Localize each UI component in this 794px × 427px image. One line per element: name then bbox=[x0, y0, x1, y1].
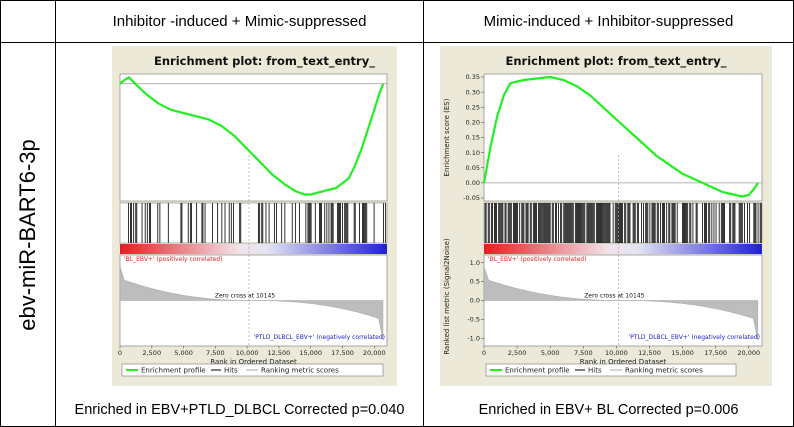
ranking-metric-area bbox=[483, 266, 759, 341]
x-tick-label: 10,000 bbox=[236, 349, 259, 357]
enrichment-plot-right-svg: Enrichment plot: from_text_entry_ 0.35 0.3… bbox=[440, 46, 772, 386]
zero-cross-label: Zero cross at 10145 bbox=[215, 293, 275, 300]
correlation-bar bbox=[120, 244, 387, 254]
enrichment-plot-left-svg: Enrichment plot: from_text_entry_ Zero cr… bbox=[112, 46, 397, 386]
enrichment-plot-left: Enrichment plot: from_text_entry_ Zero cr… bbox=[112, 46, 397, 386]
hit-lines bbox=[484, 203, 762, 243]
x-tick-label: 2,500 bbox=[142, 349, 161, 357]
row-label: ebv-miR-BART6-3p bbox=[0, 42, 55, 427]
legend-enrichment-label: Enrichment profile bbox=[141, 367, 206, 375]
es-y-tick-label: -0.05 bbox=[463, 194, 480, 202]
x-tick-label: 10,000 bbox=[605, 349, 628, 357]
x-axis-label: Rank in Ordered Dataset bbox=[580, 358, 667, 366]
x-tick-label: 0 bbox=[482, 349, 486, 357]
header-divider bbox=[0, 42, 794, 43]
ranking-metric-area bbox=[119, 266, 384, 341]
x-tick-label: 5,000 bbox=[174, 349, 193, 357]
footer-right: Enriched in EBV+ BL Corrected p=0.006 bbox=[478, 402, 739, 418]
plot-title: Enrichment plot: from_text_entry_ bbox=[154, 54, 375, 69]
x-tick-label: 12,500 bbox=[268, 349, 291, 357]
x-axis-label: Rank in Ordered Dataset bbox=[210, 358, 297, 366]
x-tick-label: 7,500 bbox=[206, 349, 225, 357]
x-tick-label: 0 bbox=[118, 349, 122, 357]
negative-correlation-label: 'PTLD_DLBCL_EBV+' (negatively correlated… bbox=[629, 334, 760, 341]
es-y-tick-label: 0.20 bbox=[466, 119, 480, 127]
es-plot-area bbox=[119, 73, 388, 202]
x-tick-label: 17,500 bbox=[704, 349, 727, 357]
x-tick-label: 7,500 bbox=[574, 349, 593, 357]
legend-hits-label: Hits bbox=[224, 367, 238, 375]
enrichment-plot-right: Enrichment plot: from_text_entry_ 0.35 0.3… bbox=[440, 46, 772, 386]
zero-cross-label: Zero cross at 10145 bbox=[584, 293, 644, 300]
es-y-tick-label: 0.25 bbox=[466, 103, 480, 111]
es-y-tick-label: 0.35 bbox=[466, 73, 480, 81]
es-plot-area bbox=[483, 73, 763, 202]
table-top-border bbox=[0, 0, 794, 1]
x-tick-label: 20,000 bbox=[363, 349, 386, 357]
metric-y-tick-label: -1.0 bbox=[467, 335, 480, 343]
hit-lines bbox=[127, 203, 387, 243]
es-y-tick-label: 0.30 bbox=[466, 88, 480, 96]
metric-y-tick-label: 1.0 bbox=[470, 259, 480, 267]
row-label-divider bbox=[55, 0, 56, 427]
column-header-right: Mimic-induced + Inhibitor-suppressed bbox=[483, 12, 734, 30]
plot-title: Enrichment plot: from_text_entry_ bbox=[506, 54, 727, 69]
es-y-axis-label: Enrichment score (ES) bbox=[443, 98, 451, 176]
legend-metric-label: Ranking metric scores bbox=[625, 367, 703, 375]
es-y-tick-label: 0.10 bbox=[466, 149, 480, 157]
x-tick-label: 2,500 bbox=[508, 349, 527, 357]
metric-y-tick-label: -0.5 bbox=[467, 316, 480, 324]
metric-y-tick-label: 0.0 bbox=[470, 297, 480, 305]
metric-y-axis-label: Ranked list metric (Signal2Noise) bbox=[443, 238, 451, 355]
column-header-left: Inhibitor -induced + Mimic-suppressed bbox=[112, 12, 367, 30]
negative-correlation-label: 'PTLD_DLBCL_EBV+' (negatively correlated… bbox=[254, 334, 385, 341]
x-tick-label: 12,500 bbox=[638, 349, 661, 357]
table-left-border bbox=[0, 0, 1, 427]
correlation-bar bbox=[484, 244, 762, 254]
metric-y-tick-label: 0.5 bbox=[470, 278, 480, 286]
row-label-text: ebv-miR-BART6-3p bbox=[14, 138, 40, 331]
legend-hits-label: Hits bbox=[588, 367, 602, 375]
positive-correlation-label: 'BL_EBV+' (positively correlated) bbox=[124, 256, 222, 263]
es-curve bbox=[482, 75, 759, 198]
x-tick-label: 5,000 bbox=[541, 349, 560, 357]
es-y-tick-label: 0.15 bbox=[466, 134, 480, 142]
x-tick-label: 17,500 bbox=[331, 349, 354, 357]
es-y-tick-label: 0.05 bbox=[466, 164, 480, 172]
es-y-tick-label: 0.00 bbox=[466, 179, 480, 187]
es-curve bbox=[119, 76, 385, 196]
column-divider bbox=[423, 0, 424, 427]
x-tick-label: 15,000 bbox=[671, 349, 694, 357]
x-tick-label: 15,000 bbox=[299, 349, 322, 357]
footer-left: Enriched in EBV+PTLD_DLBCL Corrected p=0… bbox=[74, 402, 405, 418]
legend-enrichment-label: Enrichment profile bbox=[505, 367, 570, 375]
legend-metric-label: Ranking metric scores bbox=[261, 367, 339, 375]
positive-correlation-label: 'BL_EBV+' (positively correlated) bbox=[488, 256, 586, 263]
x-tick-label: 20,000 bbox=[737, 349, 760, 357]
